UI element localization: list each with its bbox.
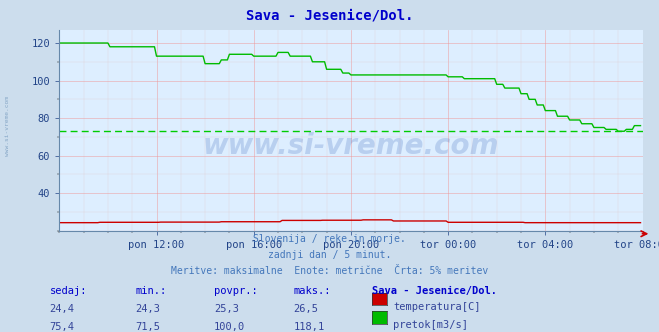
Text: 100,0: 100,0 [214, 322, 245, 332]
Text: Slovenija / reke in morje.: Slovenija / reke in morje. [253, 234, 406, 244]
Text: 118,1: 118,1 [293, 322, 324, 332]
Text: 25,3: 25,3 [214, 304, 239, 314]
Text: sedaj:: sedaj: [49, 286, 87, 295]
Text: www.si-vreme.com: www.si-vreme.com [203, 132, 499, 160]
Text: 24,3: 24,3 [135, 304, 160, 314]
Text: www.si-vreme.com: www.si-vreme.com [5, 96, 11, 156]
Text: min.:: min.: [135, 286, 166, 295]
Text: 71,5: 71,5 [135, 322, 160, 332]
Text: povpr.:: povpr.: [214, 286, 258, 295]
Text: 24,4: 24,4 [49, 304, 74, 314]
Text: Meritve: maksimalne  Enote: metrične  Črta: 5% meritev: Meritve: maksimalne Enote: metrične Črta… [171, 266, 488, 276]
Text: temperatura[C]: temperatura[C] [393, 302, 481, 312]
Text: Sava - Jesenice/Dol.: Sava - Jesenice/Dol. [246, 8, 413, 22]
Text: maks.:: maks.: [293, 286, 331, 295]
Text: Sava - Jesenice/Dol.: Sava - Jesenice/Dol. [372, 286, 498, 295]
Text: 75,4: 75,4 [49, 322, 74, 332]
Text: zadnji dan / 5 minut.: zadnji dan / 5 minut. [268, 250, 391, 260]
Text: 26,5: 26,5 [293, 304, 318, 314]
Text: pretok[m3/s]: pretok[m3/s] [393, 320, 469, 330]
